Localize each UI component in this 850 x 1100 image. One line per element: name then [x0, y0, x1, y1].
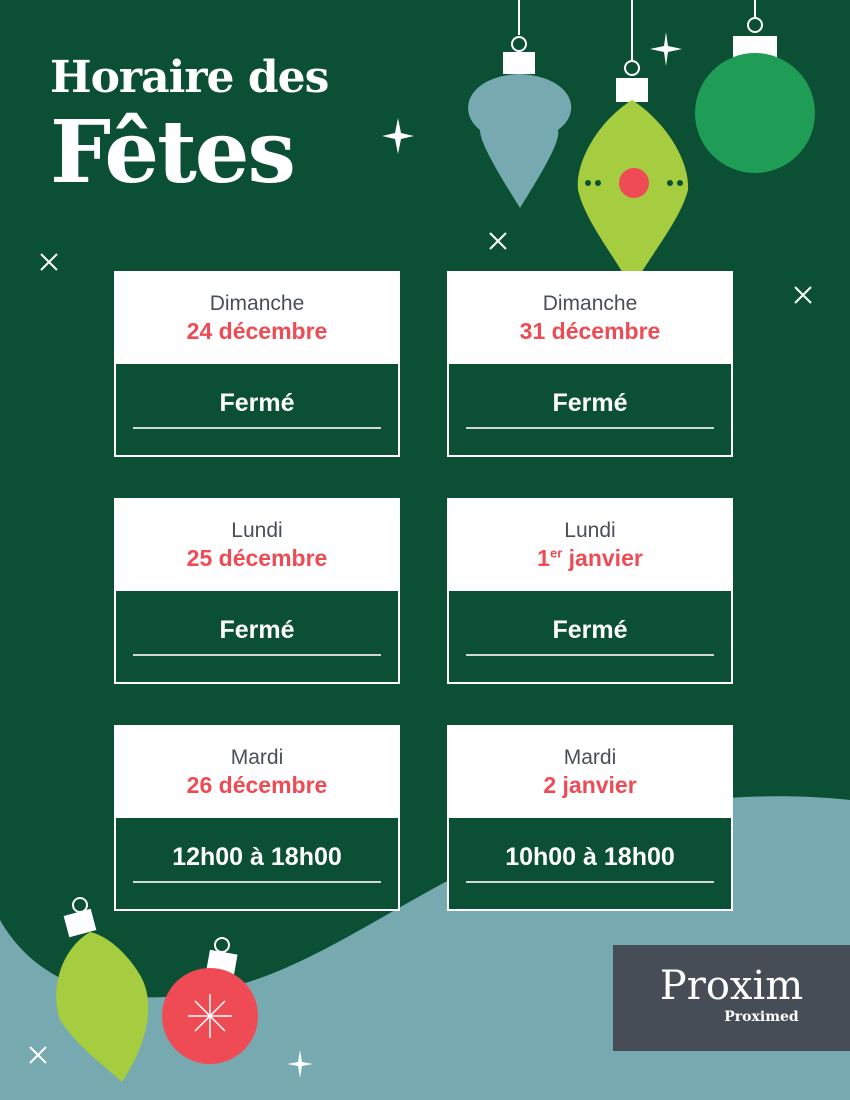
day-label: Mardi [230, 746, 284, 769]
star-x-icons [29, 232, 812, 1064]
date-label: 31 décembre [519, 318, 661, 344]
hours-label: Fermé [219, 616, 295, 644]
day-label: Dimanche [209, 292, 305, 315]
day-label: Mardi [563, 746, 617, 769]
day-label: Lundi [564, 519, 616, 542]
schedule-card: Lundi 1er janvier Fermé [447, 498, 733, 684]
ornament-lime-bottom-icon [56, 897, 149, 1082]
title-line-1: Horaire des [50, 52, 329, 103]
divider [133, 881, 381, 883]
ornament-teal-icon [468, 0, 572, 208]
day-label: Lundi [231, 519, 283, 542]
date-label: 26 décembre [186, 772, 328, 798]
sparkle-icons [287, 32, 682, 1078]
hours-label: Fermé [552, 389, 628, 417]
hours-label: 12h00 à 18h00 [172, 843, 342, 871]
divider [133, 654, 381, 656]
proxim-logo: Proxim Proximed [613, 945, 850, 1051]
ornament-green-icon [695, 0, 815, 173]
schedule-card: Mardi 2 janvier 10h00 à 18h00 [447, 725, 733, 911]
title-line-2: Fêtes [50, 102, 296, 203]
ornament-lime-icon [577, 0, 689, 288]
divider [133, 427, 381, 429]
hours-label: 10h00 à 18h00 [505, 843, 675, 871]
date-label: 1er janvier [449, 545, 731, 572]
hours-label: Fermé [552, 616, 628, 644]
day-label: Dimanche [542, 292, 638, 315]
logo-brand: Proxim [659, 963, 804, 1009]
date-ordinal: er [549, 545, 563, 561]
date-number: 1 [537, 545, 550, 571]
schedule-card: Dimanche 31 décembre Fermé [447, 271, 733, 457]
date-label: 24 décembre [186, 318, 328, 344]
schedule-card: Dimanche 24 décembre Fermé [114, 271, 400, 457]
ornament-red-icon [162, 937, 258, 1064]
divider [466, 427, 714, 429]
schedule-card: Lundi 25 décembre Fermé [114, 498, 400, 684]
divider [466, 881, 714, 883]
date-label: 2 janvier [543, 772, 637, 798]
hours-label: Fermé [219, 389, 295, 417]
divider [466, 654, 714, 656]
date-label: 25 décembre [186, 545, 328, 571]
date-month: janvier [562, 545, 643, 571]
logo-sub-brand: Proximed [724, 1009, 799, 1025]
schedule-card: Mardi 26 décembre 12h00 à 18h00 [114, 725, 400, 911]
